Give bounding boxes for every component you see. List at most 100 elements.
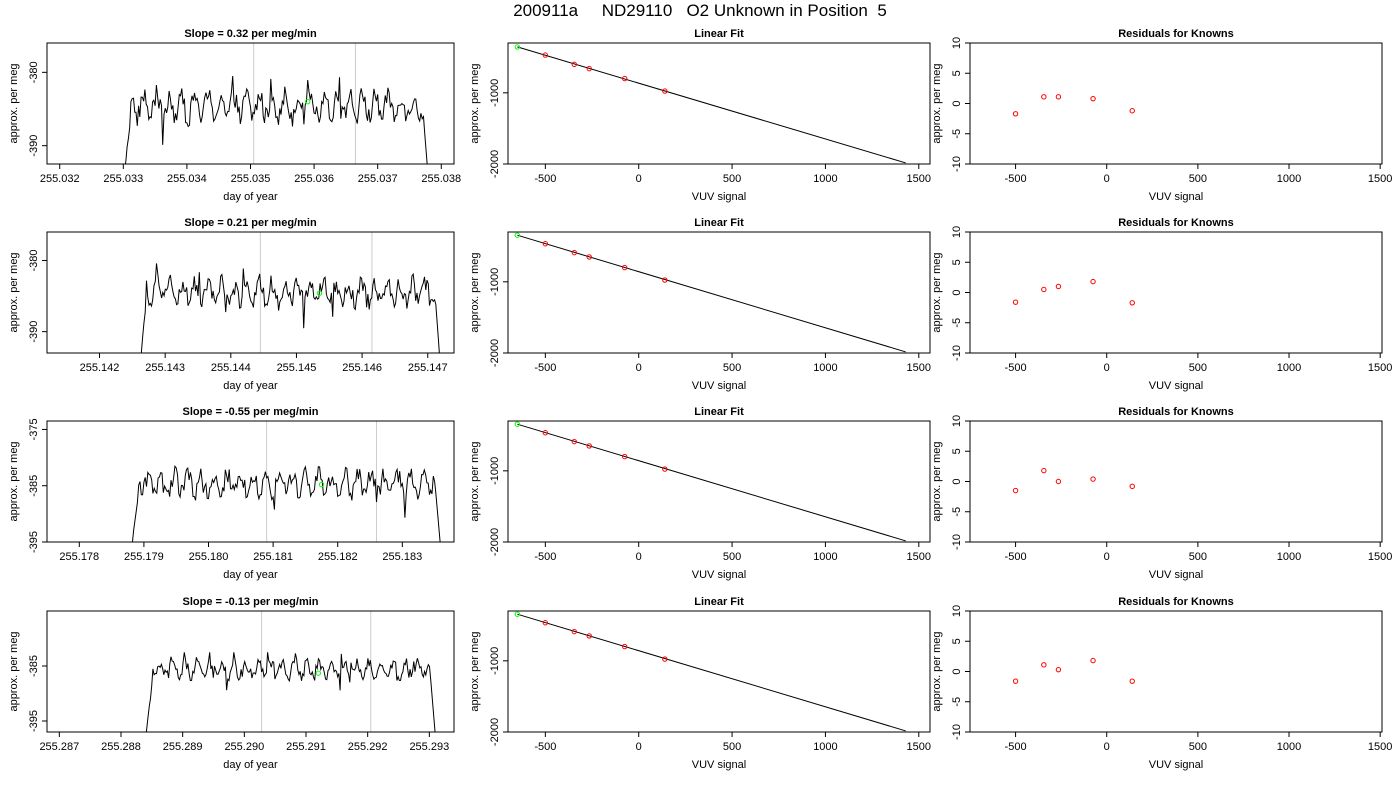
y-tick-label: -385 <box>28 475 40 497</box>
fit-line <box>517 46 906 164</box>
residual-point <box>1041 94 1047 100</box>
unknown-point <box>514 44 521 50</box>
y-tick-label: -5 <box>951 697 963 707</box>
panel-1-2: Linear Fit -500 0 500 1000 1500 -2000 -1000 VUV … <box>469 28 931 203</box>
x-tick-label: 0 <box>636 551 642 563</box>
residual-point <box>1041 467 1047 474</box>
y-tick-label: 5 <box>951 259 963 265</box>
known-point <box>542 430 549 436</box>
plot-frame <box>969 231 1383 354</box>
y-tick-label: -5 <box>951 318 963 328</box>
known-point <box>571 249 577 256</box>
y-tick-label: -10 <box>951 724 963 740</box>
data-trace <box>124 75 428 164</box>
panel-3-2: Linear Fit -500 0 500 1000 1500 -2000 -1000 VUV … <box>469 406 931 581</box>
panel-title: Residuals for Knowns <box>1118 28 1234 40</box>
known-point <box>542 241 549 247</box>
panel-2-1: Slope = 0.21 per meg/min 255.142 255.143 25… <box>8 217 455 392</box>
x-tick-label: 255.038 <box>421 173 461 185</box>
residual-point <box>1055 94 1062 100</box>
x-axis-label: day of year <box>223 191 278 203</box>
x-tick-label: 0 <box>636 362 642 374</box>
y-axis-label: approx. per meg <box>469 63 481 143</box>
x-tick-label: 500 <box>1189 173 1207 185</box>
plot-area <box>514 611 906 732</box>
y-tick-label: -2000 <box>489 150 501 178</box>
plot-frame <box>46 610 455 733</box>
fit-line <box>517 234 906 353</box>
panel-title: Slope = 0.32 per meg/min <box>184 28 317 40</box>
y-tick-label: 10 <box>951 37 963 49</box>
known-point <box>622 264 628 271</box>
plot-area <box>1012 94 1135 117</box>
y-tick-label: -2000 <box>489 528 501 556</box>
y-tick-label: -385 <box>28 655 40 677</box>
known-point <box>571 61 577 68</box>
x-tick-label: 255.142 <box>80 362 120 374</box>
unknown-point <box>318 481 325 488</box>
panel-2-2: Linear Fit -500 0 500 1000 1500 -2000 -1000 VUV … <box>469 217 931 392</box>
y-tick-label: 0 <box>951 668 963 674</box>
panel-title: Slope = -0.55 per meg/min <box>182 406 318 418</box>
x-tick-label: 0 <box>636 741 642 753</box>
x-tick-label: 255.183 <box>382 551 422 563</box>
panel-title: Residuals for Knowns <box>1118 217 1234 229</box>
plot-area <box>1012 278 1135 306</box>
y-tick-label: -380 <box>28 249 40 271</box>
known-point <box>586 254 592 260</box>
unknown-point <box>305 98 311 105</box>
residual-point <box>1055 478 1062 485</box>
x-tick-label: 255.289 <box>163 741 203 753</box>
plot-area <box>1012 657 1135 684</box>
residual-point <box>1041 286 1047 293</box>
y-axis-label: approx. per meg <box>469 252 481 332</box>
data-trace <box>140 263 440 353</box>
plot-area <box>514 421 906 542</box>
y-tick-label: -1000 <box>489 268 501 296</box>
plot-area <box>140 232 440 353</box>
data-trace <box>131 464 441 542</box>
x-tick-label: 500 <box>1189 551 1207 563</box>
x-tick-label: 255.034 <box>167 173 207 185</box>
y-tick-label: -1000 <box>489 457 501 485</box>
known-point <box>542 52 549 58</box>
y-tick-label: -395 <box>28 710 40 732</box>
y-tick-label: 5 <box>951 70 963 76</box>
x-tick-label: 500 <box>723 741 741 753</box>
panel-2-3: Residuals for Knowns -500 0 500 1000 1500 -10 -… <box>931 217 1392 392</box>
y-tick-label: 5 <box>951 448 963 454</box>
y-axis-label: approx. per meg <box>931 441 943 521</box>
y-tick-label: 0 <box>951 289 963 295</box>
y-tick-label: -1000 <box>489 79 501 107</box>
known-point <box>622 643 628 650</box>
x-axis-label: VUV signal <box>1149 380 1203 392</box>
known-point <box>622 453 628 460</box>
x-tick-label: 500 <box>723 362 741 374</box>
panel-title: Slope = 0.21 per meg/min <box>184 217 317 229</box>
y-tick-label: -5 <box>951 129 963 139</box>
known-point <box>662 88 668 94</box>
y-tick-label: -375 <box>28 418 40 440</box>
x-tick-label: 500 <box>1189 362 1207 374</box>
x-tick-label: 0 <box>1104 551 1110 563</box>
panel-title: Slope = -0.13 per meg/min <box>182 596 318 608</box>
y-axis-label: approx. per meg <box>931 252 943 332</box>
x-tick-label: -500 <box>534 741 556 753</box>
x-tick-label: 1500 <box>1368 173 1392 185</box>
x-tick-label: 0 <box>1104 741 1110 753</box>
x-tick-label: 1500 <box>907 551 931 563</box>
x-tick-label: 1000 <box>1277 173 1301 185</box>
known-point <box>662 277 668 283</box>
page-title: 200911a ND29110 O2 Unknown in Position 5 <box>513 1 887 20</box>
unknown-point <box>514 611 521 617</box>
y-tick-label: -390 <box>28 135 40 157</box>
y-axis-label: approx. per meg <box>469 631 481 711</box>
plot-frame <box>46 420 455 543</box>
unknown-point <box>514 421 521 427</box>
x-tick-label: -500 <box>534 551 556 563</box>
x-axis-label: VUV signal <box>1149 569 1203 581</box>
known-point <box>542 620 549 626</box>
panel-3-1: Slope = -0.55 per meg/min 255.178 255.179 2… <box>8 406 455 581</box>
y-tick-label: -380 <box>28 61 40 83</box>
